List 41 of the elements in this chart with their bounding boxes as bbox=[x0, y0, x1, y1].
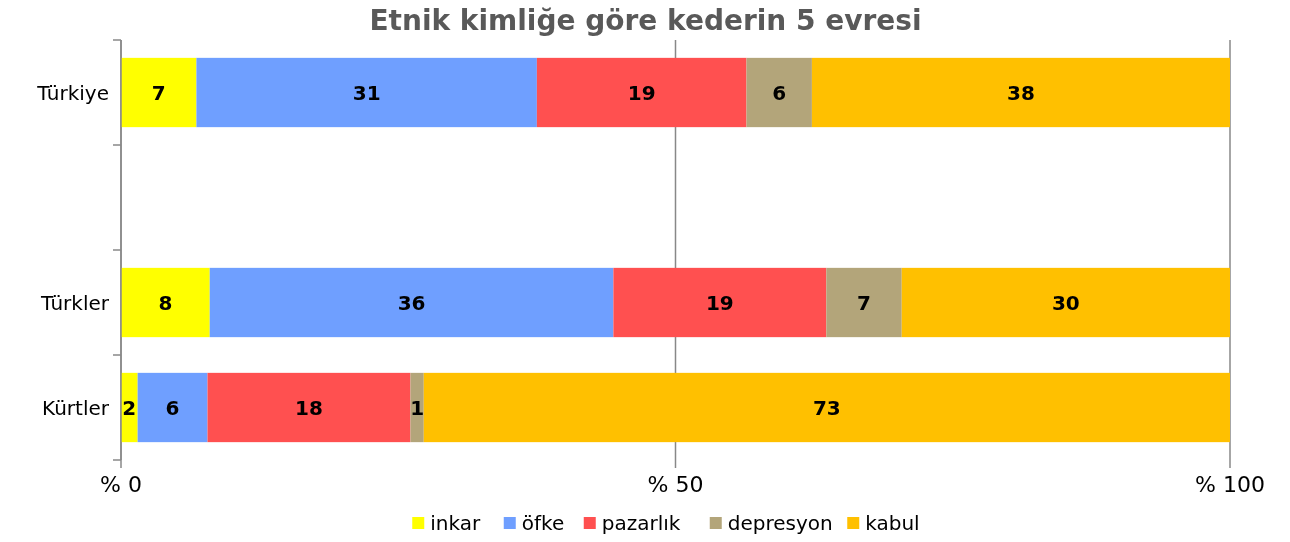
bar bbox=[746, 57, 812, 128]
x-tick-label: % 0 bbox=[100, 472, 142, 497]
data-label: 38 bbox=[1007, 80, 1035, 105]
data-label: 18 bbox=[295, 395, 323, 420]
bar bbox=[826, 267, 902, 338]
bar bbox=[423, 372, 1230, 443]
data-label: 1 bbox=[410, 395, 425, 420]
bar bbox=[613, 267, 827, 338]
chart-title: Etnik kimliğe göre kederin 5 evresi bbox=[369, 4, 922, 37]
y-tick-label: Türkler bbox=[39, 290, 110, 315]
data-label: 6 bbox=[772, 80, 787, 105]
x-tick-label: % 100 bbox=[1195, 472, 1265, 497]
x-tick-label: % 50 bbox=[647, 472, 704, 497]
bar bbox=[536, 57, 747, 128]
bar bbox=[901, 267, 1230, 338]
data-label: 6 bbox=[165, 395, 180, 420]
bar bbox=[410, 372, 424, 443]
legend-label: kabul bbox=[865, 511, 920, 535]
bar bbox=[207, 372, 411, 443]
data-label: 7 bbox=[151, 80, 166, 105]
data-label: 30 bbox=[1051, 290, 1080, 315]
bar bbox=[121, 57, 197, 128]
data-label: 19 bbox=[627, 80, 656, 105]
bar bbox=[121, 267, 210, 338]
data-label: 8 bbox=[158, 290, 173, 315]
data-label: 19 bbox=[705, 290, 734, 315]
bar bbox=[209, 267, 614, 338]
legend-label: pazarlık bbox=[601, 511, 681, 535]
bar bbox=[811, 57, 1230, 128]
data-label: 31 bbox=[352, 80, 381, 105]
legend-label: inkar bbox=[430, 511, 481, 535]
legend-label: öfke bbox=[521, 511, 565, 535]
data-label: 73 bbox=[812, 395, 841, 420]
legend-label: depresyon bbox=[727, 511, 833, 535]
data-label: 2 bbox=[122, 395, 137, 420]
y-tick-label: Kürtler bbox=[42, 395, 110, 420]
data-label: 7 bbox=[857, 290, 871, 315]
data-label: 36 bbox=[397, 290, 426, 315]
y-tick-label: Türkiye bbox=[36, 80, 109, 105]
bar bbox=[196, 57, 537, 128]
bar bbox=[137, 372, 208, 443]
